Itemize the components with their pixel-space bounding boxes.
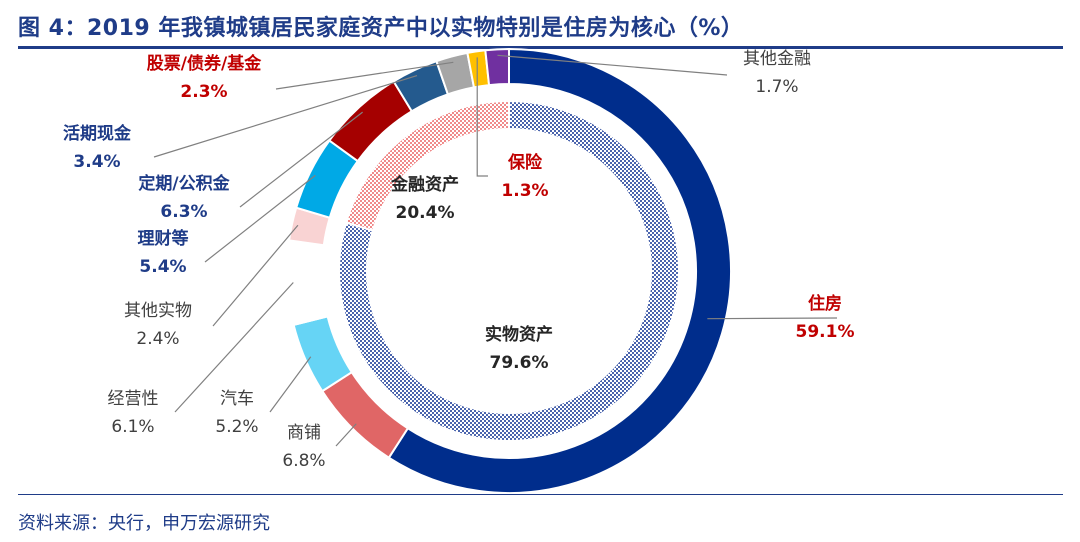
slice-name-label-10: 其他金融: [743, 49, 811, 69]
slice-name-label-7: 活期现金: [63, 123, 132, 144]
slice-name-label-8: 股票/债券/基金: [147, 53, 262, 74]
slice-value-label-7: 3.4%: [73, 152, 120, 172]
source-divider: [18, 494, 1063, 495]
nested-donut-chart: 住房 59.1% 商铺 6.8% 汽车 5.2% 经营性 6.1% 其他实物 2.4% 理财等 5.4…: [63, 47, 854, 494]
slice-labels: 住房 59.1% 商铺 6.8% 汽车 5.2% 经营性 6.1% 其他实物 2.4% 理财等 5.4…: [63, 49, 854, 471]
slice-value-label-6: 6.3%: [160, 202, 207, 222]
outer-ring: [286, 47, 732, 494]
slice-value-label-9: 1.3%: [501, 181, 548, 201]
leader-line-7: [153, 74, 418, 158]
leader-line-9: [476, 57, 488, 177]
slice-name-label-0: 住房: [808, 293, 842, 314]
leader-line-1: [335, 423, 357, 447]
outer-slice-0: [387, 47, 732, 494]
slice-value-label-2: 5.2%: [215, 417, 258, 437]
leader-line-8: [275, 61, 454, 90]
slice-name-label-3: 经营性: [108, 389, 159, 409]
slice-name-label-2: 汽车: [220, 389, 254, 409]
inner-name-label-1: 金融资产: [390, 174, 459, 195]
inner-slice-1: [344, 99, 510, 232]
leader-lines: [153, 54, 838, 447]
leader-line-10: [497, 54, 728, 76]
slice-value-label-3: 6.1%: [111, 417, 154, 437]
leader-line-6: [239, 111, 363, 208]
leader-line-2: [269, 356, 312, 413]
chart-title: 图 4：2019 年我镇城镇居民家庭资产中以实物特别是住房为核心（%）: [18, 16, 744, 41]
inner-value-label-0: 79.6%: [490, 353, 549, 373]
slice-value-label-0: 59.1%: [796, 322, 855, 342]
slice-name-label-6: 定期/公积金: [138, 173, 230, 194]
slice-name-label-4: 其他实物: [124, 301, 192, 321]
slice-value-label-8: 2.3%: [180, 82, 227, 102]
inner-value-label-1: 20.4%: [396, 203, 455, 223]
slice-value-label-1: 6.8%: [282, 451, 325, 471]
slice-value-label-10: 1.7%: [755, 77, 798, 97]
inner-slice-0: [338, 99, 680, 442]
inner-name-label-0: 实物资产: [485, 324, 553, 345]
leader-line-0: [707, 317, 838, 320]
slice-value-label-5: 5.4%: [139, 257, 186, 277]
leader-line-4: [212, 224, 299, 327]
source-note: 资料来源：央行，申万宏源研究: [18, 513, 270, 534]
inner-ring: [338, 99, 680, 442]
outer-slice-10: [484, 47, 510, 87]
slice-name-label-1: 商铺: [287, 423, 321, 443]
slice-value-label-4: 2.4%: [136, 329, 179, 349]
leader-line-5: [204, 174, 316, 263]
title-underline: [18, 46, 1063, 49]
slice-name-label-9: 保险: [507, 152, 543, 173]
slice-name-label-5: 理财等: [138, 228, 189, 249]
leader-line-3: [174, 282, 294, 413]
